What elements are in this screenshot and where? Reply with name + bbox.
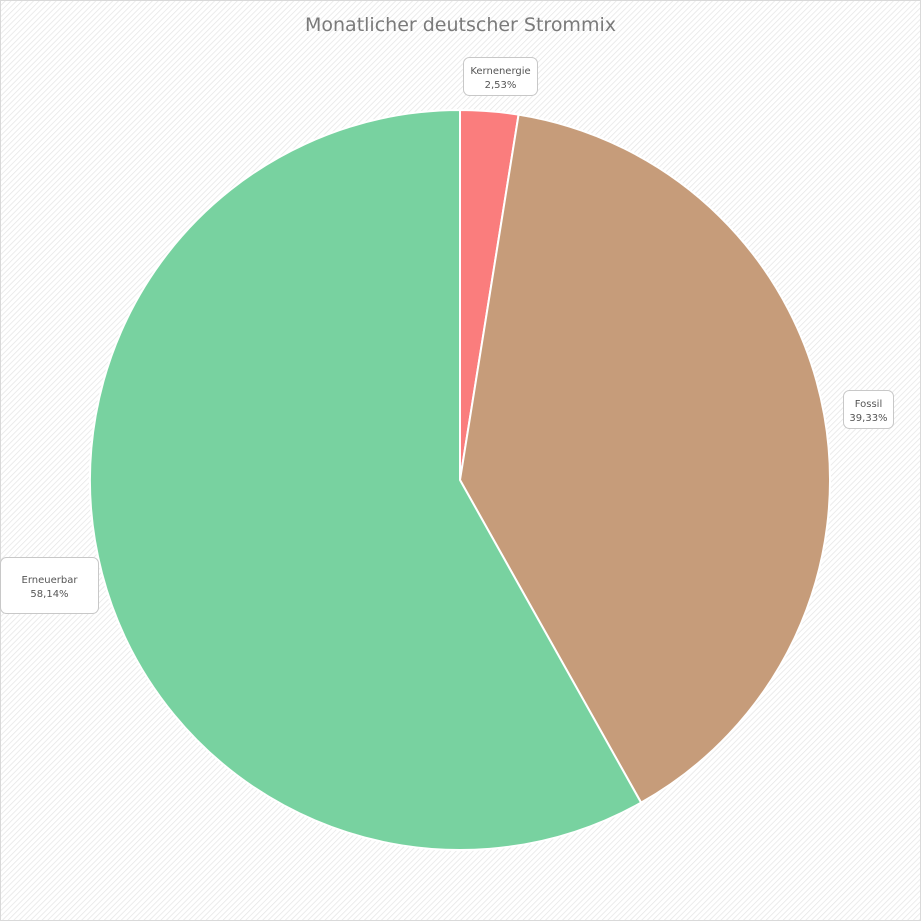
slices-layer — [89, 108, 831, 851]
labels-layer: Kernenergie 2,53% Fossil 39,33% Erneuerbar 58… — [0, 57, 894, 614]
data-label-fossil: Fossil 39,33% — [843, 390, 894, 429]
data-label-value-fossil: 39,33% — [849, 413, 887, 424]
data-label-value-erneuerbar: 58,14% — [30, 589, 68, 600]
chart-title: Monatlicher deutscher Strommix — [305, 14, 616, 36]
slice-fossil[interactable] — [458, 113, 831, 805]
data-label-name-kernenergie: Kernenergie — [470, 66, 530, 77]
slice-erneuerbar[interactable] — [89, 108, 643, 851]
data-label-box-kernenergie — [463, 57, 538, 96]
data-label-name-fossil: Fossil — [855, 399, 883, 410]
data-label-erneuerbar: Erneuerbar 58,14% — [0, 557, 99, 614]
data-label-value-kernenergie: 2,53% — [485, 80, 517, 91]
data-label-box-erneuerbar — [0, 557, 99, 614]
data-label-name-erneuerbar: Erneuerbar — [22, 575, 79, 586]
data-label-kernenergie: Kernenergie 2,53% — [463, 57, 538, 96]
data-label-box-fossil — [843, 390, 894, 429]
